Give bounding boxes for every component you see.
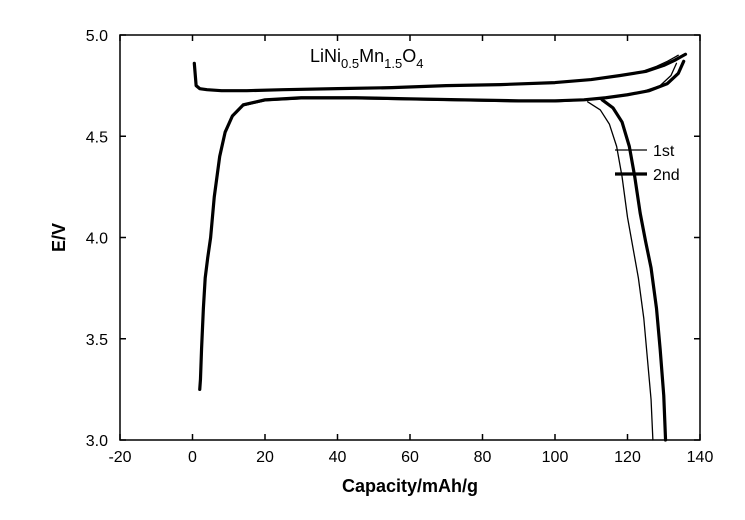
legend-label-2nd: 2nd bbox=[653, 167, 680, 184]
x-tick-label: 140 bbox=[687, 449, 714, 466]
x-tick-label: 80 bbox=[474, 449, 492, 466]
y-tick-label: 3.0 bbox=[86, 433, 108, 450]
y-tick-label: 5.0 bbox=[86, 28, 108, 45]
y-axis-label: E/V bbox=[49, 223, 69, 252]
x-tick-label: 40 bbox=[329, 449, 347, 466]
y-tick-label: 4.5 bbox=[86, 129, 108, 146]
legend-label-1st: 1st bbox=[653, 143, 675, 160]
x-tick-label: 0 bbox=[188, 449, 197, 466]
voltage-capacity-chart: -20 0 20 40 60 80 100 120 140 3.0 3.5 4.0 4.5 5.0 Capa… bbox=[0, 0, 745, 520]
x-tick-label: 120 bbox=[614, 449, 641, 466]
y-tick-label: 4.0 bbox=[86, 231, 108, 248]
x-tick-label: 20 bbox=[256, 449, 274, 466]
y-tick-label: 3.5 bbox=[86, 332, 108, 349]
chart-container: -20 0 20 40 60 80 100 120 140 3.0 3.5 4.0 4.5 5.0 Capa… bbox=[0, 0, 745, 520]
x-tick-label: -20 bbox=[108, 449, 131, 466]
x-tick-label: 100 bbox=[542, 449, 569, 466]
x-axis-label: Capacity/mAh/g bbox=[342, 476, 478, 496]
x-tick-label: 60 bbox=[401, 449, 419, 466]
